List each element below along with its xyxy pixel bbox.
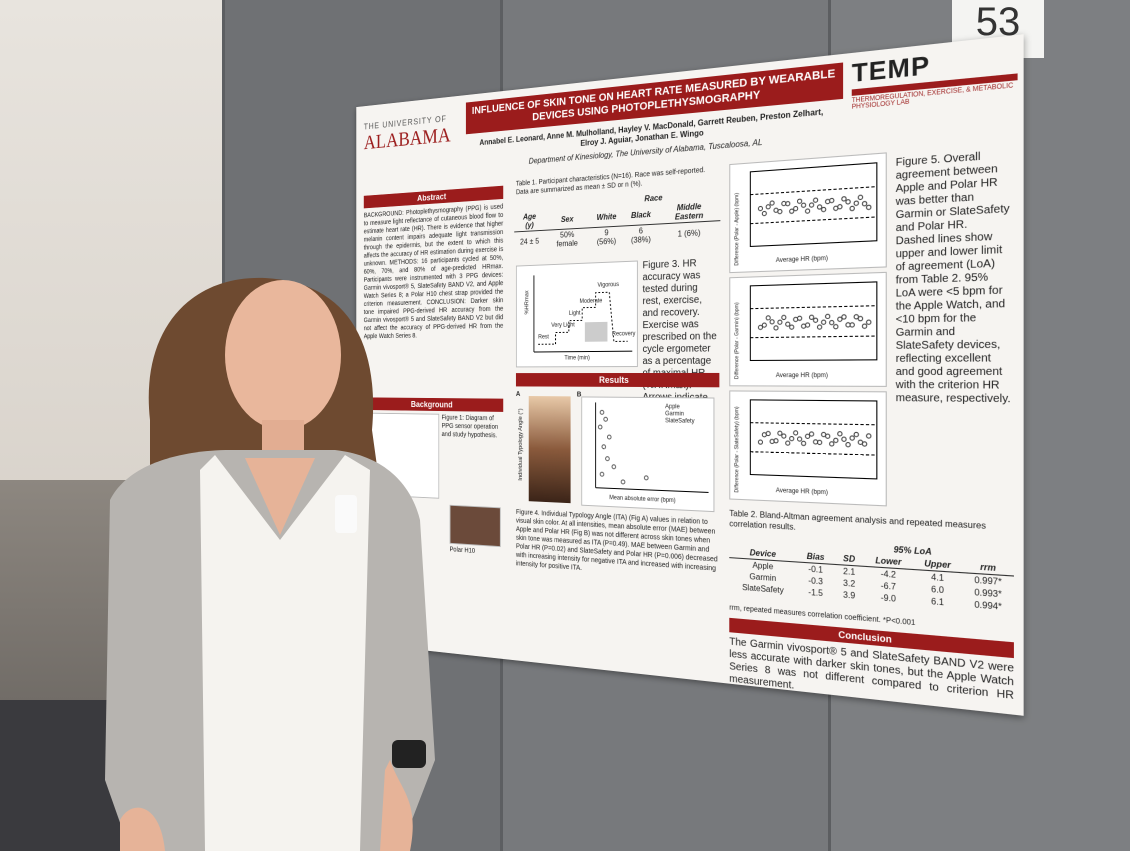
figure-3-plot	[517, 262, 637, 367]
carpet	[0, 700, 120, 851]
hand	[380, 760, 413, 851]
poster-stage: THE UNIVERSITY OF ALABAMA INFLUENCE OF S…	[300, 34, 1024, 716]
name-badge	[335, 495, 357, 533]
blouse	[200, 455, 370, 851]
figure-3: %HRmax Time (min) Rest Very Light Light …	[515, 260, 638, 368]
watch	[392, 740, 426, 768]
ergometer-photo	[584, 321, 608, 342]
hand	[120, 807, 165, 851]
neckline	[245, 458, 315, 535]
poster: THE UNIVERSITY OF ALABAMA INFLUENCE OF S…	[356, 34, 1024, 716]
face	[225, 280, 341, 430]
